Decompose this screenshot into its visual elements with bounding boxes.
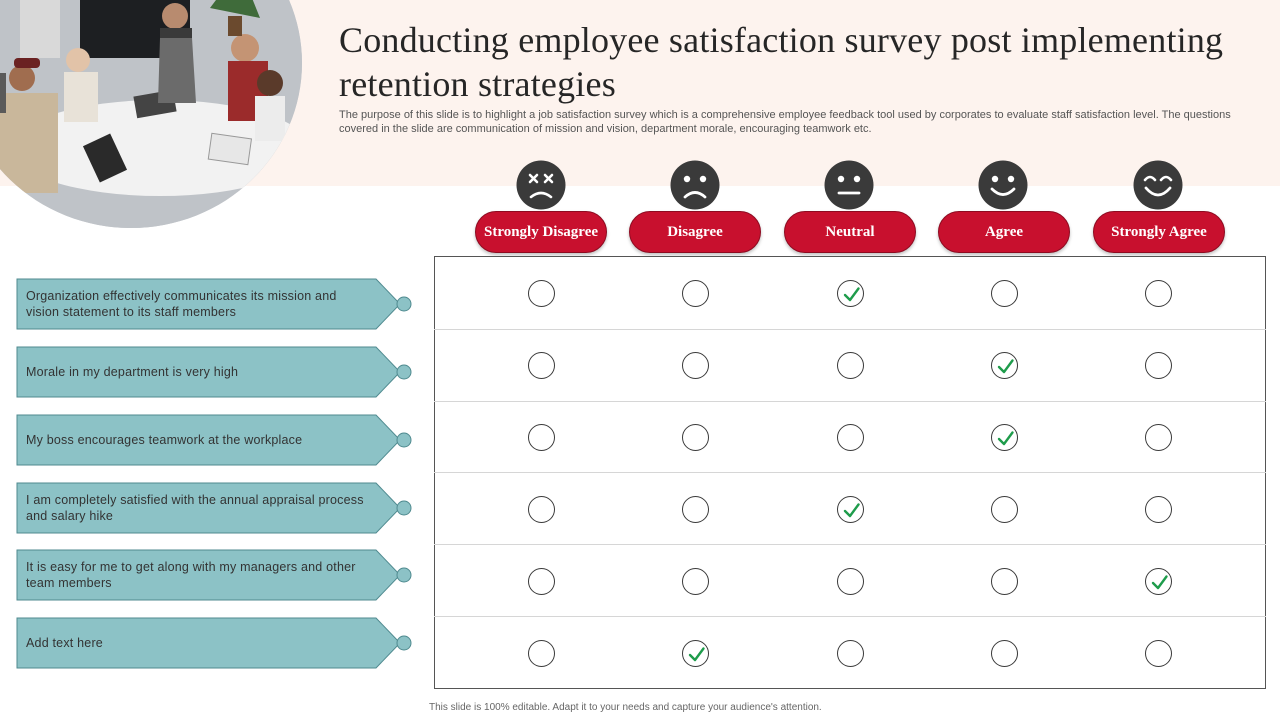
scale-label-strongly-agree: Strongly Agree bbox=[1093, 211, 1225, 253]
dizzy-face-icon bbox=[516, 160, 566, 210]
answer-circle[interactable] bbox=[527, 495, 555, 523]
answer-circle-checked[interactable] bbox=[836, 495, 864, 523]
grin-face-icon bbox=[1133, 160, 1183, 210]
answer-circle-checked[interactable] bbox=[1144, 567, 1172, 595]
row-divider bbox=[434, 616, 1266, 617]
answer-circle[interactable] bbox=[681, 567, 709, 595]
answer-circle[interactable] bbox=[1144, 351, 1172, 379]
answer-circle[interactable] bbox=[1144, 639, 1172, 667]
scale-label-disagree: Disagree bbox=[629, 211, 761, 253]
answer-circle[interactable] bbox=[1144, 279, 1172, 307]
question-text: Add text here bbox=[26, 636, 103, 650]
footer-note: This slide is 100% editable. Adapt it to… bbox=[429, 702, 822, 713]
scale-label-agree: Agree bbox=[938, 211, 1070, 253]
slide-title: Conducting employee satisfaction survey … bbox=[339, 20, 1224, 104]
question-text: I am completely satisfied with the annua… bbox=[26, 493, 364, 523]
check-icon bbox=[688, 646, 705, 661]
check-icon bbox=[843, 502, 860, 517]
question-text: My boss encourages teamwork at the workp… bbox=[26, 433, 303, 447]
scale-label-neutral: Neutral bbox=[784, 211, 916, 253]
row-divider bbox=[434, 401, 1266, 402]
question-label-shape bbox=[16, 549, 412, 601]
row-divider bbox=[434, 544, 1266, 545]
answer-circle[interactable] bbox=[681, 351, 709, 379]
question-text: Morale in my department is very high bbox=[26, 365, 239, 379]
question-label-shape bbox=[16, 482, 412, 534]
answer-circle[interactable] bbox=[836, 567, 864, 595]
answer-circle-checked[interactable] bbox=[836, 279, 864, 307]
smile-face-icon bbox=[978, 160, 1028, 210]
neutral-face-icon bbox=[824, 160, 874, 210]
answer-circle[interactable] bbox=[990, 495, 1018, 523]
question-label-shape bbox=[16, 414, 412, 466]
sad-face-icon bbox=[670, 160, 720, 210]
answer-circle-checked[interactable] bbox=[990, 423, 1018, 451]
answer-circle[interactable] bbox=[681, 423, 709, 451]
answer-circle[interactable] bbox=[527, 423, 555, 451]
check-icon bbox=[997, 430, 1014, 445]
answer-circle-checked[interactable] bbox=[681, 639, 709, 667]
row-divider bbox=[434, 472, 1266, 473]
answer-circle[interactable] bbox=[681, 495, 709, 523]
answer-circle[interactable] bbox=[527, 639, 555, 667]
answer-circle[interactable] bbox=[990, 567, 1018, 595]
scale-label-strongly-disagree: Strongly Disagree bbox=[475, 211, 607, 253]
answer-circle[interactable] bbox=[527, 279, 555, 307]
answer-circle[interactable] bbox=[527, 351, 555, 379]
answer-circle[interactable] bbox=[681, 279, 709, 307]
answer-circle[interactable] bbox=[1144, 495, 1172, 523]
question-label-shape bbox=[16, 346, 412, 398]
answer-circle[interactable] bbox=[990, 279, 1018, 307]
answer-circle[interactable] bbox=[527, 567, 555, 595]
answer-circle-checked[interactable] bbox=[990, 351, 1018, 379]
row-divider bbox=[434, 329, 1266, 330]
answer-circle[interactable] bbox=[990, 639, 1018, 667]
answer-circle[interactable] bbox=[836, 639, 864, 667]
answer-circle[interactable] bbox=[836, 423, 864, 451]
check-icon bbox=[843, 286, 860, 301]
answer-circle[interactable] bbox=[1144, 423, 1172, 451]
question-label-shape bbox=[16, 278, 412, 330]
question-label-shape bbox=[16, 617, 412, 669]
slide-description: The purpose of this slide is to highligh… bbox=[339, 109, 1231, 135]
check-icon bbox=[997, 358, 1014, 373]
question-text: It is easy for me to get along with my m… bbox=[26, 560, 356, 590]
answer-circle[interactable] bbox=[836, 351, 864, 379]
team-meeting-photo bbox=[0, 0, 302, 228]
check-icon bbox=[1151, 574, 1168, 589]
question-text: Organization effectively communicates it… bbox=[26, 289, 337, 319]
